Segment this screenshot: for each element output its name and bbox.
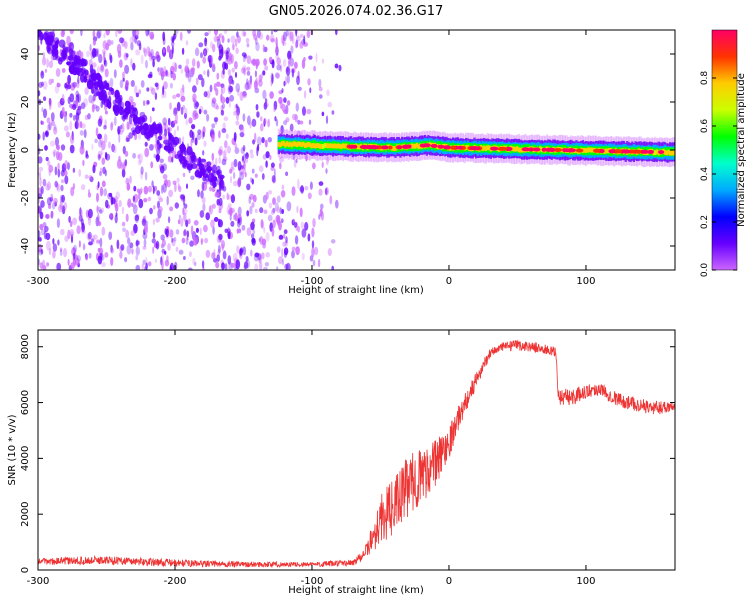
x-tick-label: -100 — [301, 576, 324, 587]
y-tick-label: 8000 — [20, 334, 31, 359]
x-tick-label: 0 — [446, 276, 452, 287]
colorbar-tick-label: 0.2 — [700, 215, 710, 229]
x-tick-label: 100 — [576, 276, 595, 287]
spectrogram-xlabel: Height of straight line (km) — [288, 285, 424, 296]
y-tick-label: 0 — [20, 567, 31, 573]
y-tick-label: 6000 — [20, 390, 31, 415]
x-tick-label: -100 — [301, 276, 324, 287]
x-tick-label: -200 — [164, 576, 187, 587]
colorbar-tick-label: 0.0 — [700, 263, 710, 278]
colorbar-label: Normalized spectral amplitude — [736, 73, 747, 227]
x-tick-label: -300 — [27, 276, 50, 287]
y-tick-label: 0 — [20, 147, 31, 153]
snr-ylabel: SNR (10 * v/v) — [7, 414, 18, 485]
x-tick-label: 0 — [446, 576, 452, 587]
figure-title: GN05.2026.074.02.36.G17 — [269, 4, 444, 19]
x-tick-label: 100 — [576, 576, 595, 587]
snr-xlabel: Height of straight line (km) — [288, 585, 424, 596]
y-tick-label: -40 — [20, 238, 31, 254]
colorbar-tick-label: 0.6 — [700, 119, 710, 134]
snr-frame — [37, 329, 676, 571]
y-tick-label: -20 — [20, 190, 31, 206]
colorbar-ticks: 0.0 0.2 0.4 0.6 0.8 — [700, 71, 737, 278]
snr-series-line — [38, 339, 675, 569]
y-tick-label: 40 — [20, 48, 31, 61]
y-tick-label: 2000 — [20, 501, 31, 526]
x-tick-label: -200 — [164, 276, 187, 287]
colorbar-tick-label: 0.4 — [700, 167, 710, 182]
colorbar-scale — [711, 29, 738, 271]
y-tick-label: 20 — [20, 96, 31, 109]
y-tick-label: 4000 — [20, 446, 31, 471]
colorbar-tick-label: 0.8 — [700, 71, 710, 86]
spectrogram-ylabel: Frequency (Hz) — [7, 112, 18, 188]
x-tick-label: -300 — [27, 576, 50, 587]
colorbar: 0.0 0.2 0.4 0.6 0.8 Normalized spectral ampl… — [700, 29, 747, 278]
spectrogram-image — [38, 30, 675, 270]
